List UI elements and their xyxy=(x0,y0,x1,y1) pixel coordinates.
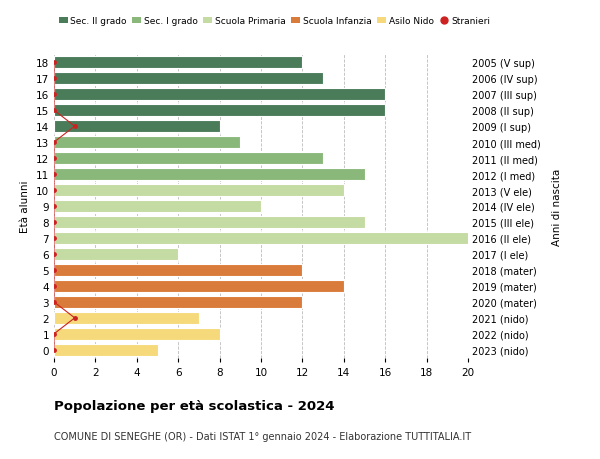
Bar xyxy=(54,152,323,165)
Text: Popolazione per età scolastica - 2024: Popolazione per età scolastica - 2024 xyxy=(54,399,335,412)
Bar xyxy=(54,248,178,261)
Bar xyxy=(54,137,240,149)
Bar xyxy=(54,280,344,292)
Bar xyxy=(54,296,302,308)
Bar xyxy=(54,264,302,276)
Bar xyxy=(54,121,220,133)
Text: COMUNE DI SENEGHE (OR) - Dati ISTAT 1° gennaio 2024 - Elaborazione TUTTITALIA.IT: COMUNE DI SENEGHE (OR) - Dati ISTAT 1° g… xyxy=(54,431,471,442)
Bar xyxy=(54,168,365,181)
Bar xyxy=(54,57,302,69)
Bar xyxy=(54,344,157,356)
Bar xyxy=(54,216,365,229)
Bar xyxy=(54,105,385,117)
Bar xyxy=(54,312,199,325)
Y-axis label: Età alunni: Età alunni xyxy=(20,180,31,233)
Bar xyxy=(54,200,261,213)
Bar xyxy=(54,232,468,245)
Bar xyxy=(54,185,344,197)
Bar xyxy=(54,89,385,101)
Y-axis label: Anni di nascita: Anni di nascita xyxy=(552,168,562,245)
Bar xyxy=(54,328,220,340)
Bar xyxy=(54,73,323,85)
Legend: Sec. II grado, Sec. I grado, Scuola Primaria, Scuola Infanzia, Asilo Nido, Stran: Sec. II grado, Sec. I grado, Scuola Prim… xyxy=(59,17,490,26)
